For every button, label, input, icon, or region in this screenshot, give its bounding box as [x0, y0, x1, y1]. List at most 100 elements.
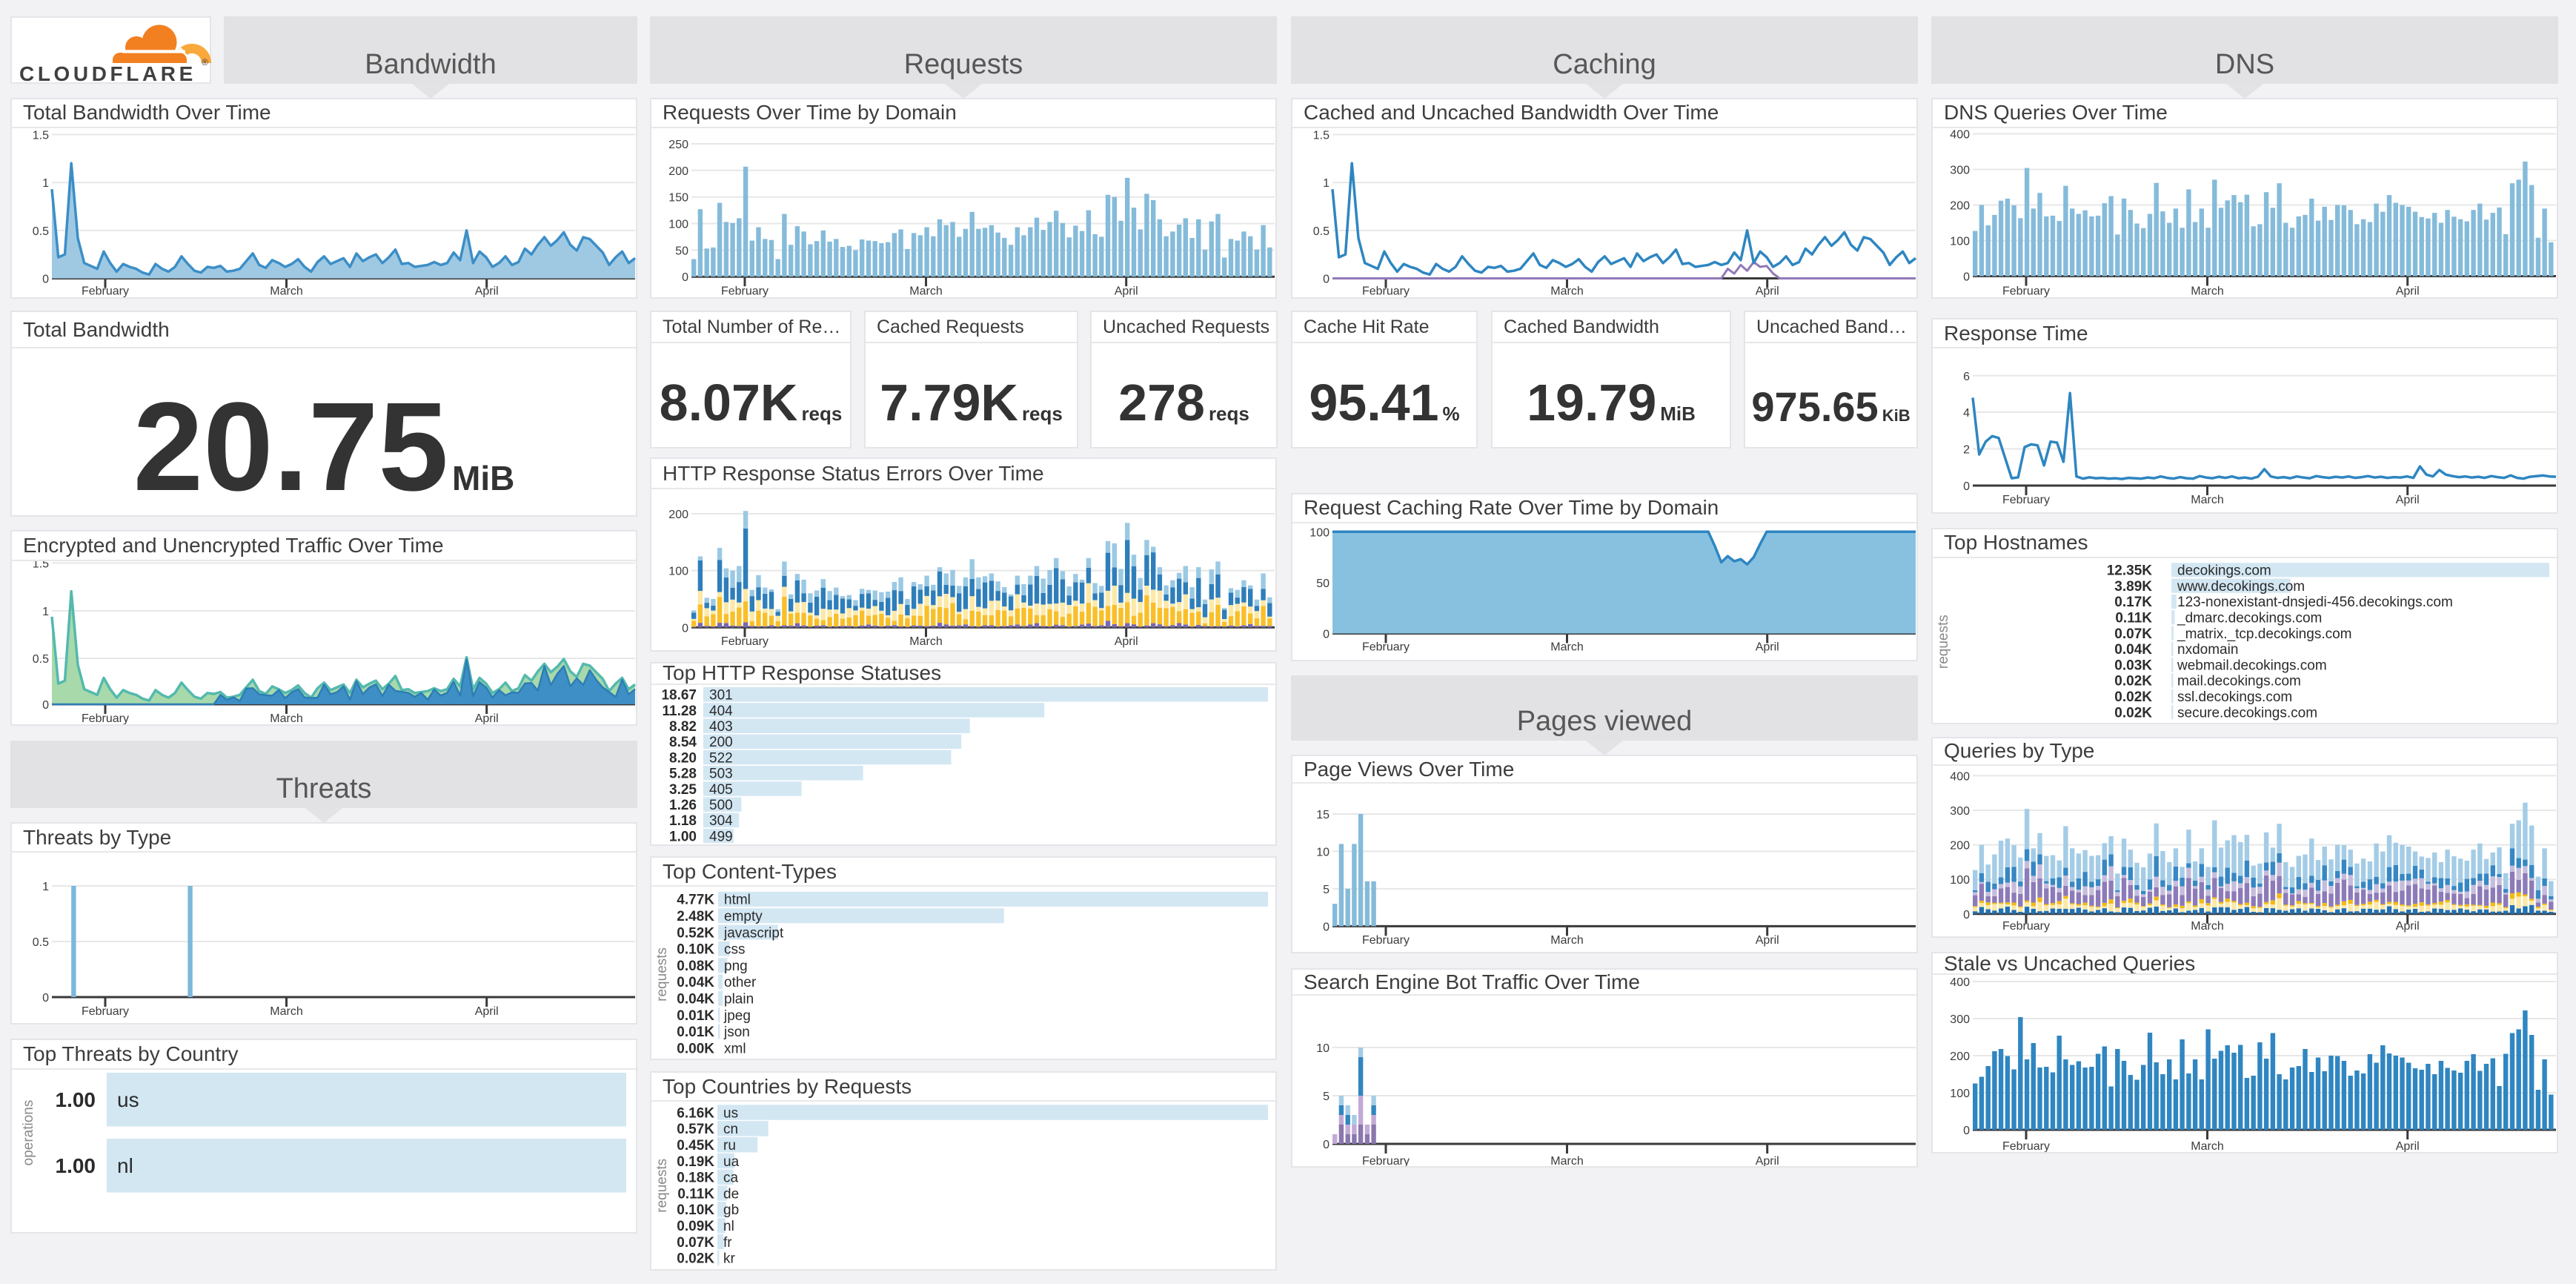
- svg-text:0: 0: [1323, 921, 1330, 933]
- svg-text:403: 403: [709, 719, 733, 735]
- svg-text:html: html: [724, 893, 751, 908]
- svg-text:ua: ua: [723, 1154, 740, 1170]
- svg-text:0.19K: 0.19K: [677, 1154, 714, 1170]
- svg-text:www.decokings.com: www.decokings.com: [2177, 578, 2305, 594]
- svg-text:CLOUDFLARE: CLOUDFLARE: [19, 62, 196, 85]
- svg-text:6.16K: 6.16K: [677, 1105, 714, 1121]
- svg-text:json: json: [723, 1025, 750, 1040]
- svg-text:100: 100: [668, 218, 688, 231]
- svg-text:304: 304: [709, 813, 733, 829]
- svg-text:March: March: [909, 285, 942, 297]
- svg-text:_dmarc.decokings.com: _dmarc.decokings.com: [2177, 610, 2322, 626]
- svg-text:webmail.decokings.com: webmail.decokings.com: [2177, 658, 2327, 673]
- svg-text:200: 200: [668, 509, 688, 521]
- svg-text:0.02K: 0.02K: [2114, 705, 2152, 721]
- svg-text:kr: kr: [723, 1251, 736, 1267]
- svg-text:March: March: [1550, 285, 1583, 297]
- svg-text:1: 1: [42, 606, 49, 618]
- svg-text:400: 400: [1950, 770, 1970, 783]
- svg-text:0: 0: [682, 271, 688, 284]
- svg-text:5.28: 5.28: [669, 767, 697, 782]
- svg-text:200: 200: [1950, 840, 1970, 853]
- svg-text:nl: nl: [117, 1154, 133, 1177]
- svg-text:0.01K: 0.01K: [677, 1008, 714, 1024]
- svg-text:®: ®: [202, 57, 208, 67]
- svg-text:499: 499: [709, 829, 733, 844]
- svg-text:cn: cn: [723, 1122, 738, 1137]
- svg-text:1.00: 1.00: [56, 1154, 96, 1177]
- svg-text:xml: xml: [724, 1041, 746, 1056]
- svg-text:February: February: [721, 635, 769, 648]
- svg-text:0.04K: 0.04K: [2114, 642, 2152, 658]
- svg-text:3.89K: 3.89K: [2114, 578, 2152, 594]
- svg-text:April: April: [475, 1005, 499, 1018]
- svg-text:0.07K: 0.07K: [2114, 626, 2152, 641]
- svg-text:0.01K: 0.01K: [677, 1025, 714, 1040]
- svg-text:February: February: [2002, 920, 2050, 933]
- svg-text:us: us: [723, 1105, 738, 1121]
- svg-text:February: February: [2002, 1140, 2050, 1152]
- svg-text:100: 100: [668, 566, 688, 578]
- svg-text:April: April: [2396, 494, 2420, 506]
- svg-text:April: April: [1115, 285, 1138, 297]
- svg-text:1.5: 1.5: [33, 129, 49, 142]
- svg-text:0: 0: [1963, 271, 1970, 283]
- svg-text:1.5: 1.5: [1313, 129, 1330, 142]
- svg-text:50: 50: [1316, 578, 1330, 590]
- svg-text:300: 300: [1950, 1013, 1970, 1026]
- svg-text:0.08K: 0.08K: [677, 959, 714, 974]
- svg-text:11.28: 11.28: [663, 704, 697, 719]
- svg-text:500: 500: [709, 798, 733, 813]
- svg-text:18.67: 18.67: [661, 688, 697, 704]
- svg-text:522: 522: [709, 750, 733, 766]
- svg-text:secure.decokings.com: secure.decokings.com: [2177, 705, 2317, 721]
- svg-text:ru: ru: [723, 1138, 736, 1154]
- svg-text:April: April: [475, 285, 499, 297]
- svg-text:plain: plain: [724, 992, 754, 1007]
- svg-text:0.52K: 0.52K: [677, 925, 714, 941]
- svg-text:8.20: 8.20: [669, 750, 697, 766]
- svg-text:February: February: [721, 285, 769, 297]
- svg-text:0.5: 0.5: [33, 225, 49, 237]
- svg-text:March: March: [270, 285, 302, 297]
- svg-text:February: February: [1362, 285, 1410, 297]
- svg-text:April: April: [2396, 1140, 2420, 1152]
- svg-text:February: February: [2002, 494, 2050, 506]
- svg-text:0: 0: [1963, 909, 1970, 921]
- svg-text:1.00: 1.00: [669, 829, 697, 844]
- svg-text:200: 200: [709, 735, 733, 750]
- svg-text:March: March: [1550, 934, 1583, 947]
- svg-text:200: 200: [1950, 1050, 1970, 1063]
- svg-text:15: 15: [1316, 809, 1330, 821]
- svg-text:4.77K: 4.77K: [677, 893, 714, 908]
- svg-text:0.45K: 0.45K: [677, 1138, 714, 1154]
- svg-text:0.07K: 0.07K: [677, 1235, 714, 1251]
- svg-text:100: 100: [1950, 235, 1970, 248]
- svg-text:us: us: [117, 1088, 139, 1111]
- svg-text:0.10K: 0.10K: [677, 1202, 714, 1218]
- svg-text:503: 503: [709, 767, 733, 782]
- svg-text:12.35K: 12.35K: [2107, 563, 2153, 578]
- svg-text:1: 1: [42, 177, 49, 190]
- svg-text:0.11K: 0.11K: [2115, 610, 2152, 626]
- svg-text:0.02K: 0.02K: [677, 1251, 714, 1267]
- svg-text:February: February: [82, 1005, 129, 1018]
- svg-text:March: March: [270, 712, 302, 724]
- svg-text:April: April: [1756, 641, 1779, 653]
- svg-text:0: 0: [1963, 480, 1970, 493]
- svg-text:8.82: 8.82: [669, 719, 697, 735]
- svg-text:1: 1: [1323, 177, 1330, 190]
- svg-text:100: 100: [1309, 526, 1330, 539]
- svg-text:4: 4: [1963, 407, 1970, 420]
- svg-text:0.5: 0.5: [33, 653, 49, 666]
- svg-text:0.00K: 0.00K: [677, 1041, 714, 1056]
- svg-text:April: April: [2396, 285, 2420, 297]
- svg-text:0.04K: 0.04K: [677, 975, 714, 990]
- svg-text:jpeg: jpeg: [723, 1008, 751, 1024]
- svg-text:March: March: [2191, 494, 2223, 506]
- svg-text:February: February: [1362, 1155, 1410, 1166]
- svg-text:0.03K: 0.03K: [2114, 658, 2152, 673]
- svg-text:nl: nl: [723, 1219, 734, 1234]
- svg-text:100: 100: [1950, 874, 1970, 887]
- svg-text:0.17K: 0.17K: [2114, 595, 2152, 610]
